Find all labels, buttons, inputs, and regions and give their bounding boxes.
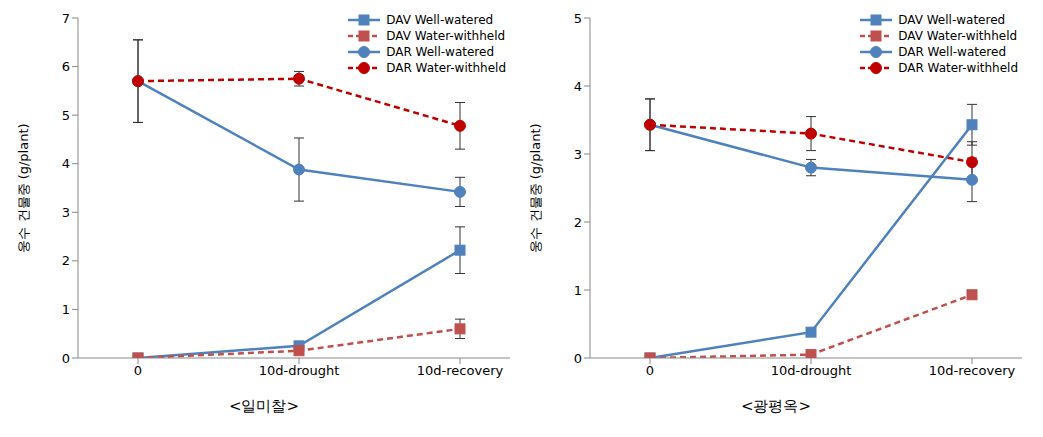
- svg-text:3: 3: [574, 147, 582, 162]
- svg-text:1: 1: [62, 302, 70, 317]
- svg-text:0: 0: [134, 363, 142, 378]
- svg-text:7: 7: [62, 11, 70, 26]
- svg-text:5: 5: [62, 108, 70, 123]
- svg-text:2: 2: [574, 215, 582, 230]
- svg-text:웅수 건물중 (g/plant): 웅수 건물중 (g/plant): [16, 123, 31, 252]
- html-text:<일미찰>: <일미찰>: [228, 397, 300, 415]
- svg-text:10d-drought: 10d-drought: [771, 363, 852, 378]
- html-text:DAV Well-watered: DAV Well-watered: [898, 13, 1006, 27]
- svg-text:10d-recovery: 10d-recovery: [417, 363, 504, 378]
- svg-text:10d-recovery: 10d-recovery: [929, 363, 1016, 378]
- svg-text:4: 4: [62, 156, 70, 171]
- svg-text:0: 0: [574, 351, 582, 366]
- svg-text:4: 4: [574, 79, 582, 94]
- html-text:<광평옥>: <광평옥>: [740, 397, 812, 415]
- svg-text:웅수 건물중 (g/plant): 웅수 건물중 (g/plant): [528, 123, 543, 252]
- svg-text:2: 2: [62, 253, 70, 268]
- svg-text:0: 0: [62, 351, 70, 366]
- html-text:DAV Well-watered: DAV Well-watered: [386, 13, 494, 27]
- html-text:DAV Water-withheld: DAV Water-withheld: [898, 29, 1018, 43]
- svg-text:3: 3: [62, 205, 70, 220]
- svg-text:10d-drought: 10d-drought: [259, 363, 340, 378]
- svg-text:0: 0: [646, 363, 654, 378]
- svg-text:5: 5: [574, 11, 582, 26]
- html-text:DAR Well-watered: DAR Well-watered: [386, 45, 494, 59]
- svg-text:6: 6: [62, 59, 70, 74]
- svg-text:1: 1: [574, 283, 582, 298]
- html-text:DAR Well-watered: DAR Well-watered: [898, 45, 1006, 59]
- html-text:DAV Water-withheld: DAV Water-withheld: [386, 29, 506, 43]
- html-text:DAR Water-withheld: DAR Water-withheld: [386, 61, 506, 75]
- html-text:DAR Water-withheld: DAR Water-withheld: [898, 61, 1018, 75]
